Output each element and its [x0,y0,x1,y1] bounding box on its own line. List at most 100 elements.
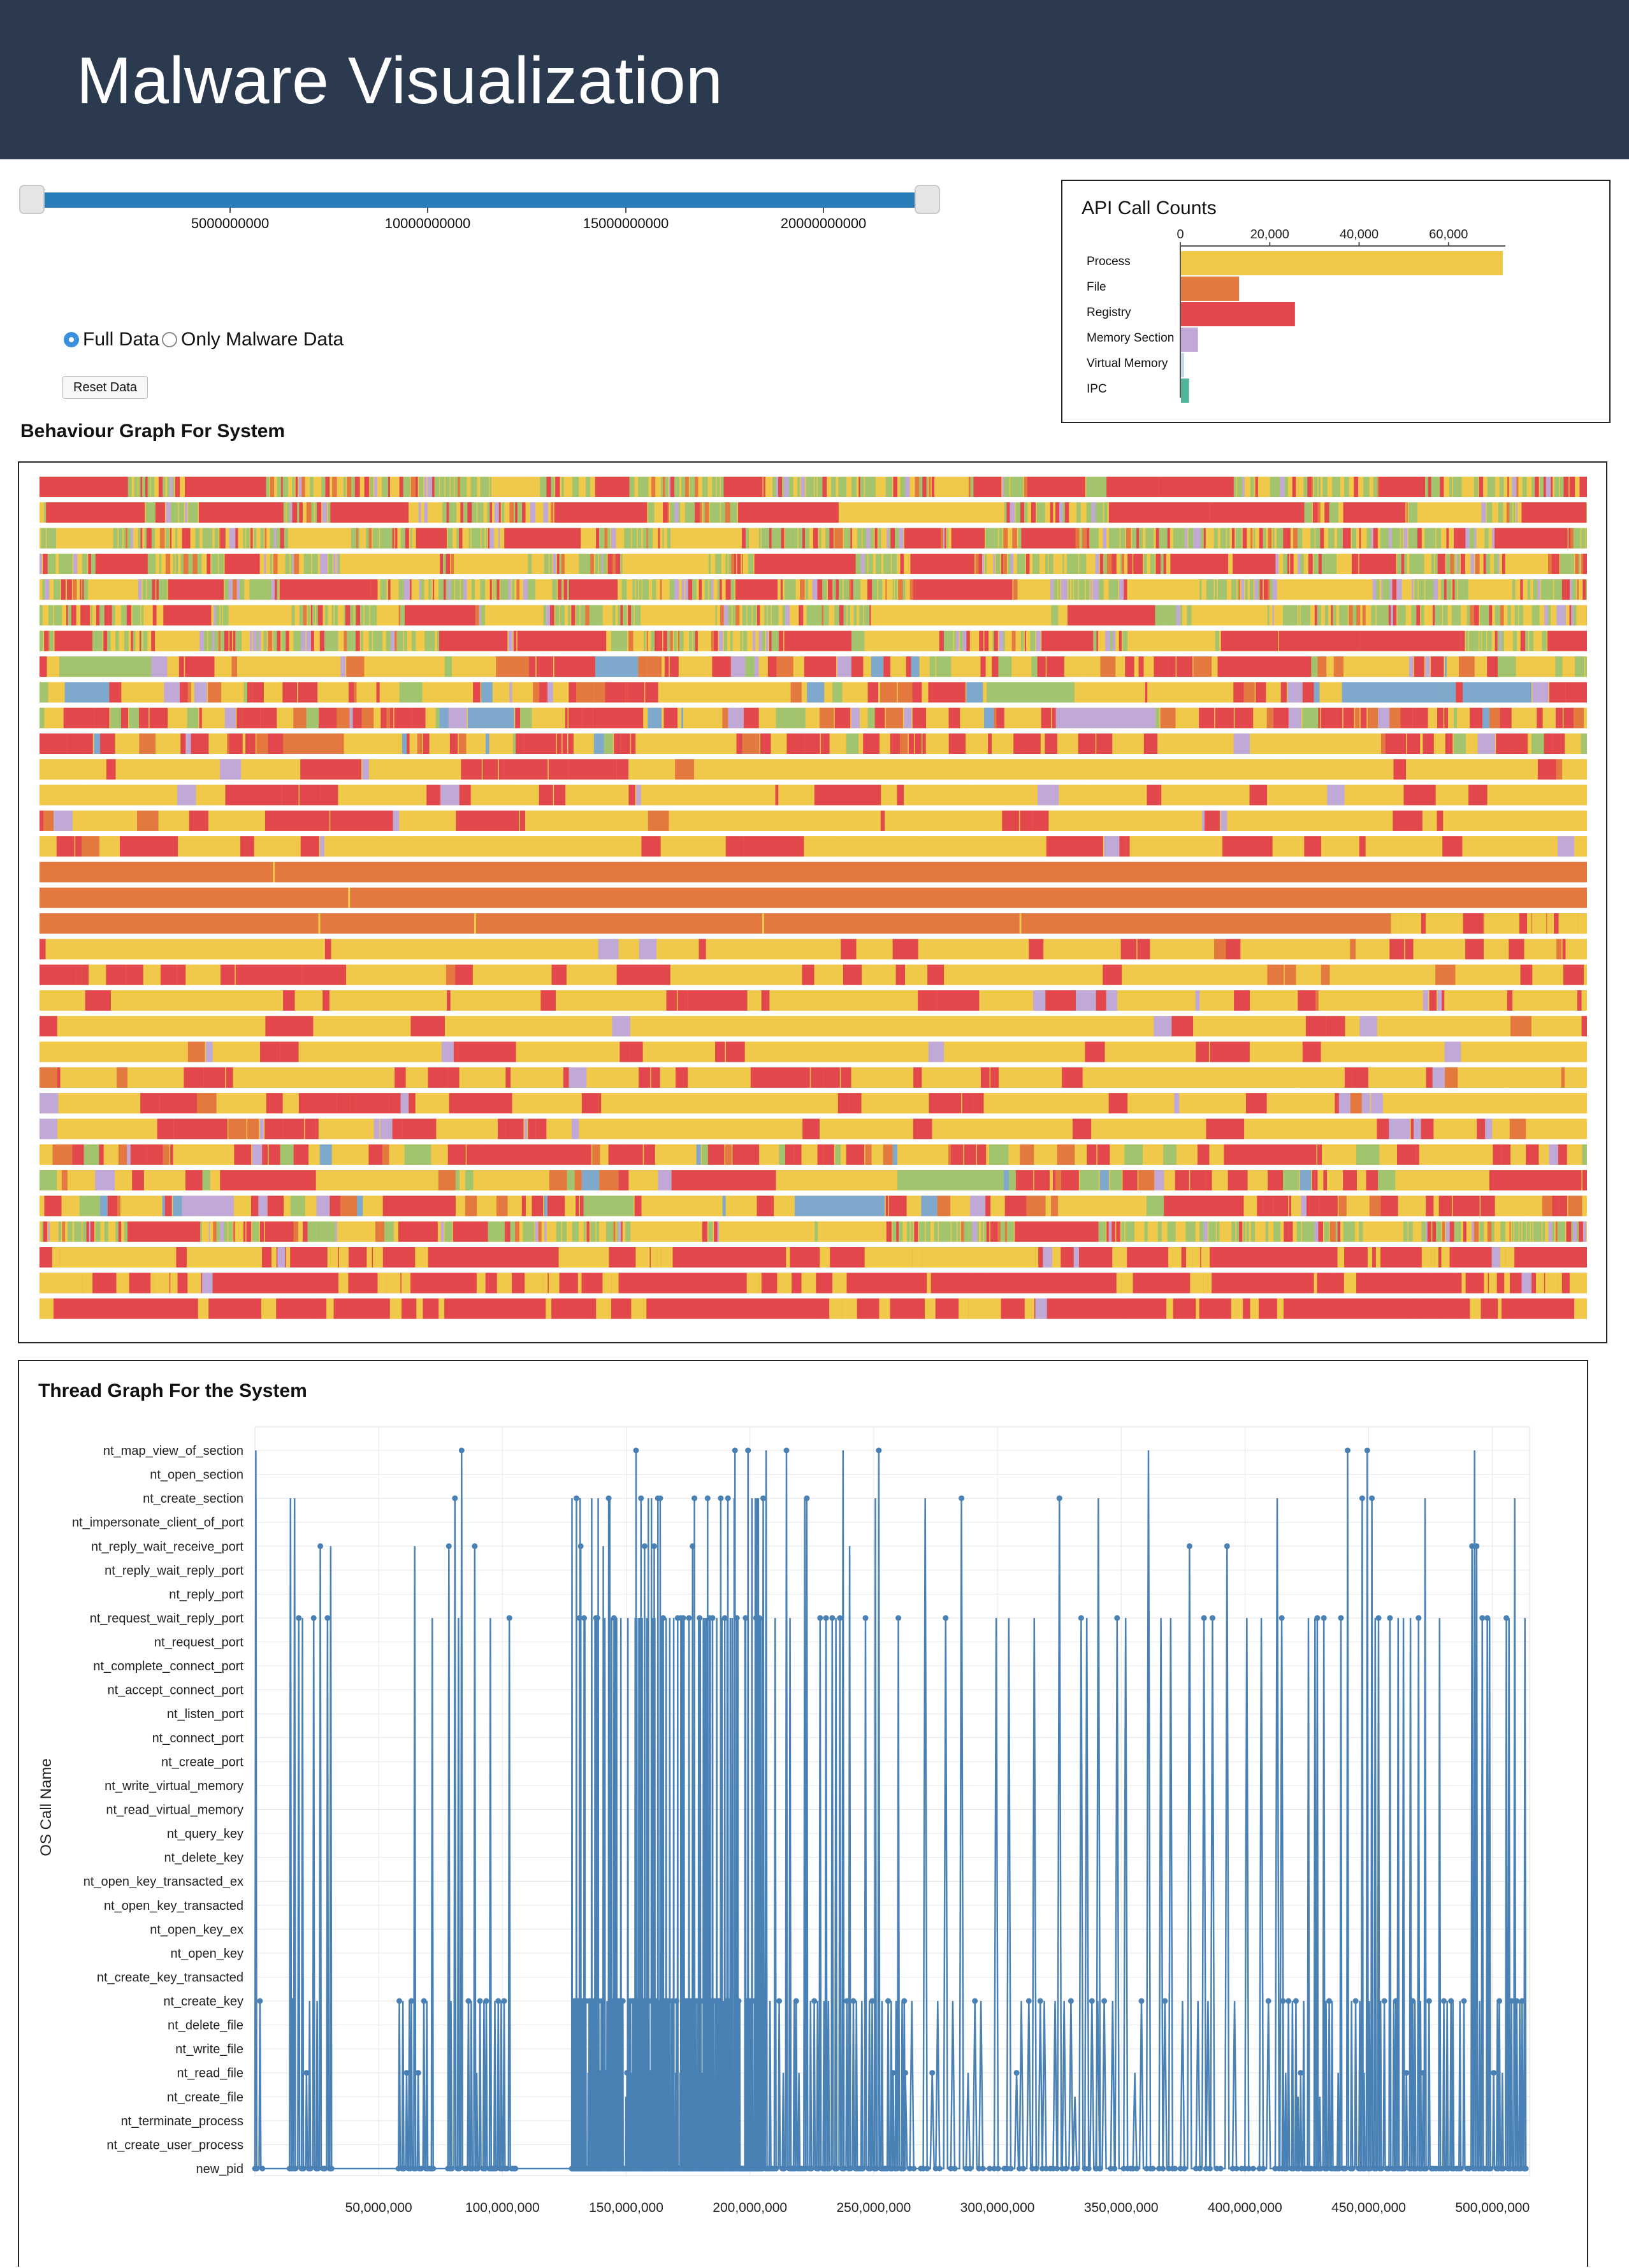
thread-graph[interactable]: nt_map_view_of_sectionnt_open_sectionnt_… [19,1361,1587,2268]
behaviour-graph[interactable] [19,463,1606,1342]
behaviour-event [354,682,357,702]
behaviour-event [851,579,853,600]
behaviour-event [1548,605,1551,626]
behaviour-event [348,1145,354,1165]
behaviour-event [477,477,481,497]
thread-point [456,2166,462,2172]
behaviour-event [1498,554,1500,574]
behaviour-event [1108,579,1111,600]
behaviour-event [1177,1299,1189,1319]
behaviour-event [160,1093,197,1113]
behaviour-event [1032,554,1035,574]
behaviour-event [40,1247,46,1268]
behaviour-event [1482,708,1489,728]
behaviour-event [325,939,331,959]
full-data-label[interactable]: Full Data [83,329,159,350]
behaviour-event [634,477,638,497]
behaviour-row [40,1273,1587,1293]
behaviour-event [1169,605,1174,626]
behaviour-event [904,785,972,805]
behaviour-event [412,682,423,702]
behaviour-event [1208,1273,1212,1293]
thread-point [1514,1998,1519,2004]
behaviour-event [156,554,159,574]
behaviour-event [1552,554,1555,574]
full-data-radio[interactable] [64,332,79,347]
behaviour-event [140,528,142,549]
behaviour-event [1581,554,1583,574]
behaviour-event [966,631,969,651]
behaviour-event [1561,605,1564,626]
behaviour-event [1465,528,1469,549]
behaviour-event [885,579,887,600]
behaviour-event [1566,605,1568,626]
behaviour-event [662,708,663,728]
time-range-slider[interactable]: 5000000000 10000000000 15000000000 20000… [19,185,940,242]
behaviour-event [1476,631,1479,651]
behaviour-event [1249,1222,1251,1242]
behaviour-event [901,1145,919,1165]
slider-track[interactable] [32,192,930,208]
behaviour-event [189,811,208,831]
behaviour-event [62,1195,79,1216]
behaviour-event [277,1247,285,1268]
behaviour-event [1293,1222,1297,1242]
reset-data-button[interactable]: Reset Data [62,376,148,399]
behaviour-event [612,1016,630,1036]
behaviour-event [832,682,842,702]
behaviour-event [1018,579,1050,600]
behaviour-event [980,656,985,677]
malware-only-label[interactable]: Only Malware Data [181,329,344,350]
thread-point [1038,1998,1043,2004]
behaviour-event [1484,554,1486,574]
behaviour-event [1546,477,1551,497]
behaviour-event [1048,811,1087,831]
behaviour-event [886,554,891,574]
behaviour-event [941,528,943,549]
behaviour-event [816,605,819,626]
behaviour-event [1267,785,1327,805]
slider-handle-left[interactable] [19,185,45,214]
behaviour-event [345,605,351,626]
slider-handle-right[interactable] [915,185,940,214]
behaviour-event [892,1222,896,1242]
api-category-label: IPC [1087,382,1107,396]
behaviour-event [1302,1222,1307,1242]
behaviour-event [1003,759,1039,779]
behaviour-event [350,708,353,728]
behaviour-event [574,1067,587,1088]
behaviour-event [847,528,851,549]
behaviour-event [742,528,746,549]
behaviour-event [404,579,406,600]
behaviour-event [280,1145,294,1165]
behaviour-event [1317,656,1326,677]
behaviour-event [1545,1273,1558,1293]
behaviour-event [1444,579,1447,600]
behaviour-event [574,733,593,754]
behaviour-event [1462,528,1466,549]
behaviour-event [1298,605,1300,626]
behaviour-event [1154,990,1195,1011]
behaviour-event [1398,1195,1402,1216]
behaviour-event [133,605,136,626]
behaviour-event [1125,656,1134,677]
behaviour-event [582,1170,599,1190]
behaviour-event [1199,1222,1204,1242]
behaviour-event [1315,1222,1319,1242]
behaviour-event [138,477,140,497]
behaviour-event [467,682,473,702]
behaviour-event [1579,477,1587,497]
behaviour-event [1343,502,1406,523]
behaviour-event [539,682,547,702]
behaviour-event [475,579,479,600]
behaviour-event [127,1222,200,1242]
behaviour-event [1145,682,1148,702]
behaviour-event [370,605,375,626]
behaviour-event [674,631,677,651]
behaviour-event [755,528,759,549]
behaviour-event [1414,939,1466,959]
behaviour-event [1339,605,1343,626]
malware-only-radio[interactable] [162,332,177,347]
behaviour-event [1251,733,1268,754]
behaviour-event [382,477,384,497]
